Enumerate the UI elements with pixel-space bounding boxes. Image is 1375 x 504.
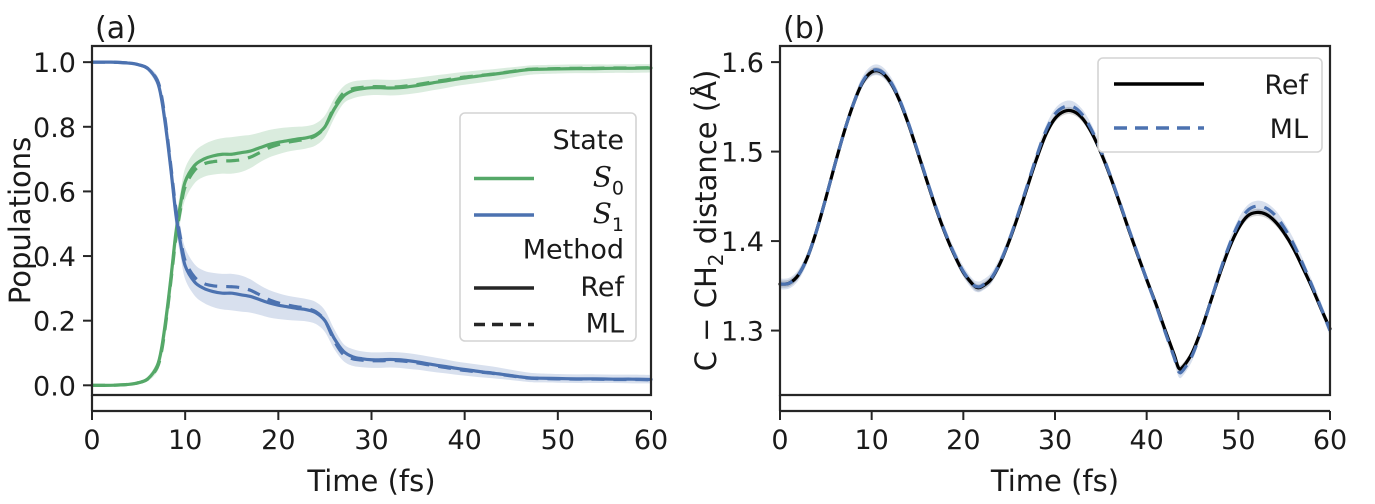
- curve-ml: [779, 68, 1332, 375]
- x-axis-ticks: 0 10 20 30 40 50 60: [83, 411, 668, 456]
- band-s0-band: [92, 64, 651, 386]
- x-tick-label: 0: [771, 425, 788, 456]
- y-tick-label: 0.8: [33, 113, 76, 144]
- y-tick-label: 0.4: [33, 242, 76, 273]
- x-axis-label: Time (fs): [306, 464, 435, 498]
- x-tick-label: 10: [168, 425, 202, 456]
- legend-label-ref: Ref: [1264, 70, 1309, 101]
- legend-entry-s0-label-sub: 0: [612, 178, 624, 200]
- y-axis-label: C − CH2 distance (Å): [690, 70, 728, 372]
- y-axis-ticks: 0.0 0.2 0.4 0.6 0.8 1.0: [33, 48, 92, 402]
- legend-title-method[interactable]: Method: [523, 235, 624, 266]
- panel-tag: (b): [783, 11, 825, 46]
- y-tick-label: 0.2: [33, 307, 76, 338]
- legend-panel-b[interactable]: Ref ML: [1097, 57, 1323, 153]
- panel-b-distance: 0 10 20 30 40 50 60 Time (fs) 1.3 1.4 1.5 1.6 C − CH…: [690, 0, 1375, 504]
- x-axis-label: Time (fs): [990, 464, 1119, 498]
- x-tick-label: 60: [1313, 425, 1347, 456]
- panel-b-svg: 0 10 20 30 40 50 60 Time (fs) 1.3 1.4 1.5 1.6C − CH…: [690, 11, 1347, 498]
- data-curves: [778, 68, 1332, 375]
- legend-entry-ml-label: ML: [586, 309, 624, 340]
- legend-title-state-label: State: [553, 125, 624, 156]
- y-axis-label-rest: distance (Å): [690, 70, 723, 254]
- y-axis-label-sub: 2: [704, 254, 728, 267]
- y-tick-label: 1.6: [721, 48, 764, 79]
- axes-frame: [778, 44, 1332, 397]
- x-tick-label: 10: [854, 425, 888, 456]
- legend-entry-ml[interactable]: ML: [1114, 114, 1308, 145]
- legend-title-state[interactable]: State: [553, 125, 624, 156]
- x-tick-label: 0: [83, 425, 100, 456]
- x-axis-ticks: 0 10 20 30 40 50 60: [771, 411, 1347, 456]
- curve-s1-ml: [91, 60, 652, 382]
- legend-entry-ref-label: Ref: [580, 272, 625, 303]
- x-tick-label: 40: [447, 425, 481, 456]
- x-tick-label: 60: [634, 425, 668, 456]
- confidence-bands: [92, 62, 651, 386]
- legend-entry-s1-label-sub: 1: [612, 214, 624, 236]
- x-tick-label: 20: [946, 425, 980, 456]
- legend-label-ml: ML: [1270, 114, 1308, 145]
- y-tick-label: 1.5: [721, 138, 764, 169]
- legend-title-method-label: Method: [523, 235, 624, 266]
- y-tick-label: 1.0: [33, 48, 76, 79]
- y-tick-label: 1.3: [721, 317, 764, 348]
- y-axis-label: Populations: [3, 137, 37, 304]
- axes-frame: [90, 44, 653, 397]
- legend-entry-ml[interactable]: ML: [474, 309, 624, 340]
- legend-box: [459, 112, 637, 342]
- y-axis-ticks: 1.3 1.4 1.5 1.6: [721, 48, 780, 348]
- legend-entry-ref[interactable]: Ref: [1114, 70, 1309, 101]
- x-tick-label: 20: [261, 425, 295, 456]
- y-tick-label: 0.6: [33, 177, 76, 208]
- panel-a-populations: 0 10 20 30 40 50 60 Time (fs) 0.0 0.2 0.4 0.6 0.8 1.0…: [3, 11, 668, 498]
- x-tick-label: 50: [1221, 425, 1255, 456]
- y-tick-label: 1.4: [721, 227, 764, 258]
- panel-tag: (a): [95, 11, 137, 46]
- y-tick-label: 0.0: [33, 371, 76, 402]
- legend-box: [1097, 57, 1323, 153]
- x-tick-label: 30: [1038, 425, 1072, 456]
- data-curves: [90, 60, 653, 387]
- x-tick-label: 50: [541, 425, 575, 456]
- x-tick-label: 40: [1129, 425, 1163, 456]
- band-s1-band: [92, 62, 651, 384]
- legend-entry-ref[interactable]: Ref: [474, 272, 625, 303]
- x-tick-label: 30: [354, 425, 388, 456]
- curve-s0-ml: [91, 66, 652, 387]
